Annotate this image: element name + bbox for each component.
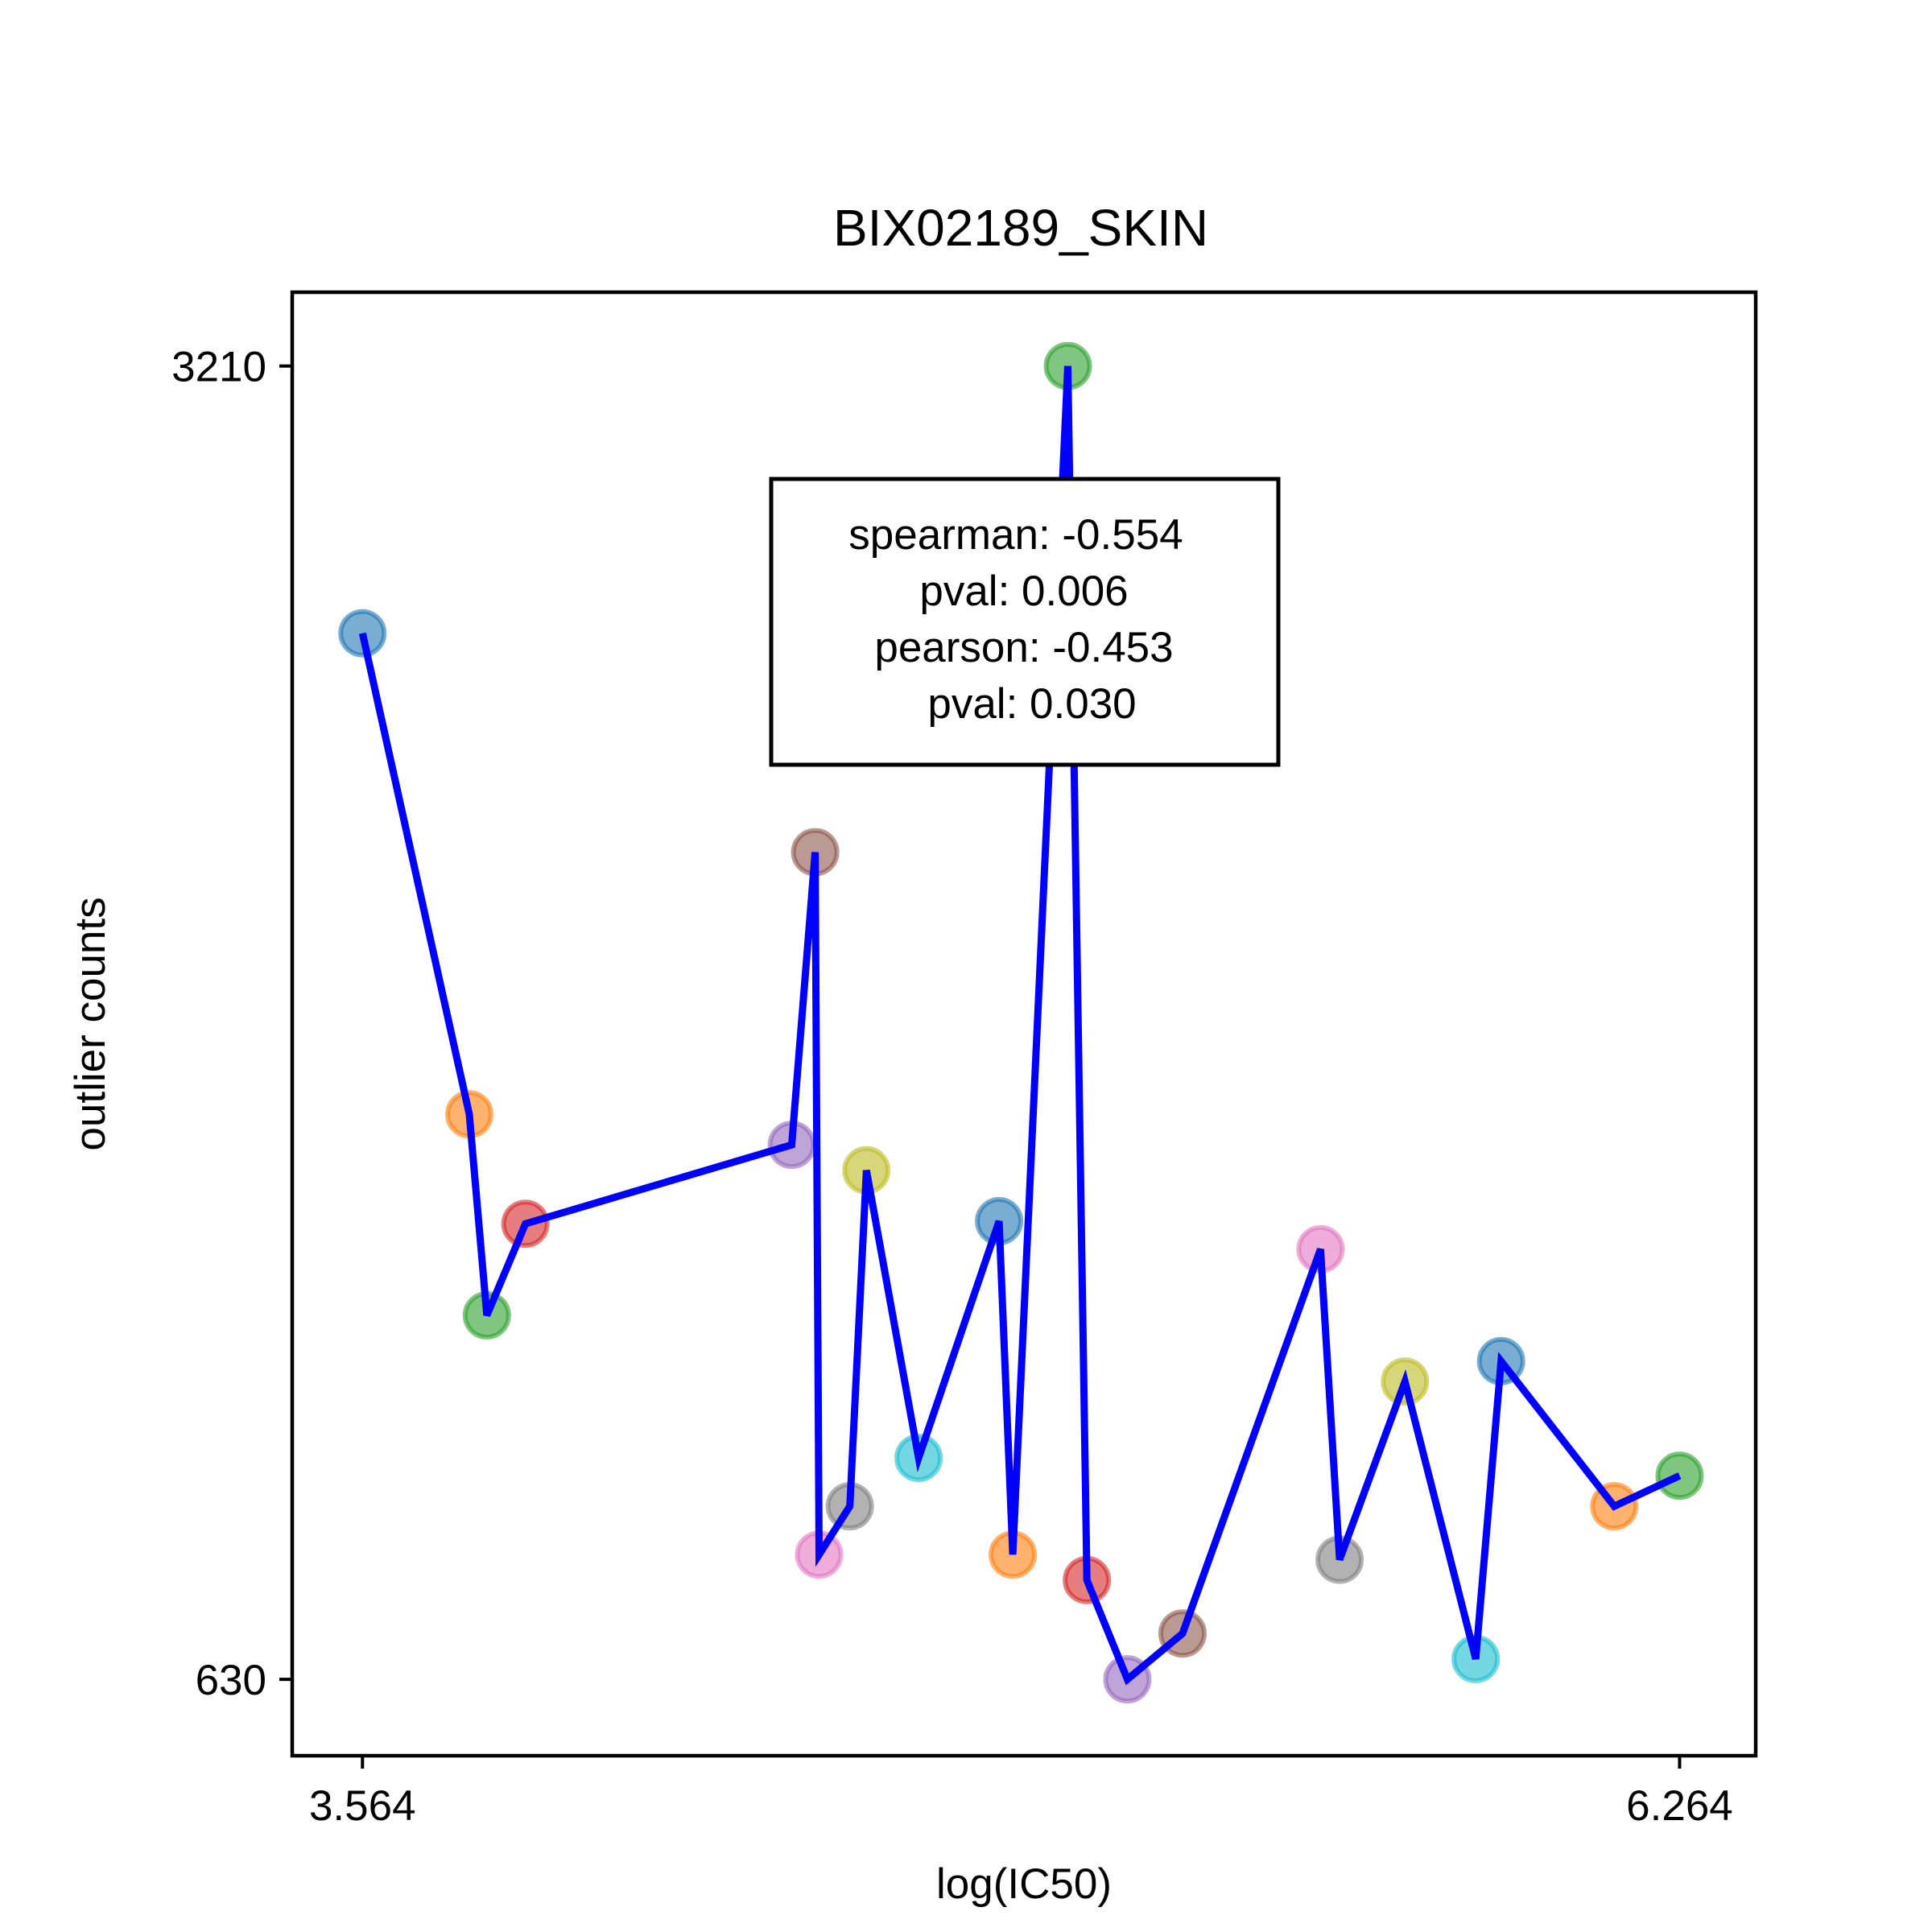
pearson-pval: pval: 0.030 — [927, 680, 1136, 728]
series-line — [358, 365, 1682, 1686]
spearman-pval: pval: 0.006 — [919, 568, 1128, 615]
stats-annotation: spearman: -0.554 pval: 0.006 pearson: -0… — [769, 477, 1281, 767]
x-tick-label-0: 3.564 — [309, 1782, 416, 1830]
stats-box — [769, 477, 1281, 767]
axes: 3.564 6.264 630 3210 — [171, 344, 1733, 1830]
plot-area — [338, 341, 1704, 1704]
y-tick-label-1: 3210 — [171, 344, 266, 391]
chart-title: BIX02189_SKIN — [833, 199, 1208, 257]
x-tick-label-1: 6.264 — [1626, 1782, 1733, 1830]
y-axis-label: outlier counts — [67, 897, 114, 1150]
x-axis-label: log(IC50) — [936, 1860, 1112, 1908]
pearson-stat: pearson: -0.453 — [874, 624, 1173, 671]
plot-frame — [290, 290, 1758, 1758]
data-point-0 — [338, 609, 387, 658]
spearman-stat: spearman: -0.554 — [848, 511, 1183, 559]
y-tick-label-0: 630 — [196, 1657, 266, 1704]
